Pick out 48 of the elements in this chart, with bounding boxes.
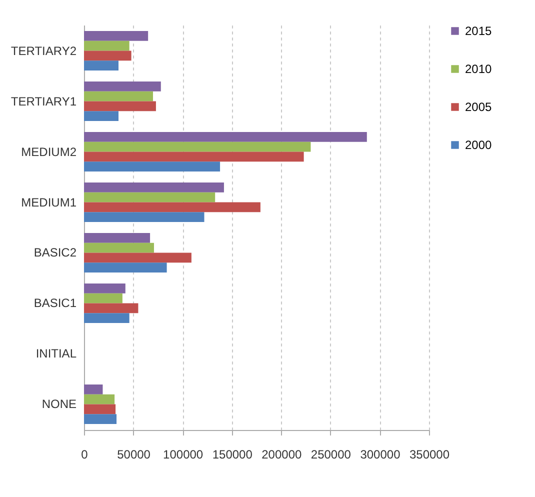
x-tick-label: 0 xyxy=(81,448,88,462)
y-tick-label: NONE xyxy=(42,397,76,412)
x-tick-label: 150000 xyxy=(212,448,253,462)
bar xyxy=(84,293,122,304)
bar xyxy=(84,262,167,272)
bar xyxy=(84,284,126,294)
bar xyxy=(84,162,220,172)
bar xyxy=(84,303,138,314)
bar xyxy=(84,111,118,121)
bar xyxy=(84,152,304,162)
legend-label: 2010 xyxy=(465,62,492,76)
x-tick-label: 300000 xyxy=(360,448,401,462)
bar xyxy=(84,142,311,152)
x-tick-label: 250000 xyxy=(310,448,352,462)
bar xyxy=(84,132,367,142)
x-tick-label: 350000 xyxy=(409,448,450,462)
bar xyxy=(84,182,224,192)
bar xyxy=(84,313,130,323)
y-tick-label: MEDIUM1 xyxy=(21,195,77,210)
bar xyxy=(84,202,260,212)
bar xyxy=(84,50,132,61)
bar xyxy=(84,91,153,102)
x-tick-label: 200000 xyxy=(262,448,302,462)
bar xyxy=(84,242,154,253)
bar xyxy=(84,82,161,92)
bar xyxy=(84,31,148,41)
bar xyxy=(84,101,156,112)
y-tick-label: BASIC2 xyxy=(34,246,77,260)
x-tick-label: 100000 xyxy=(163,448,204,462)
y-tick-label: TERTIARY2 xyxy=(10,44,77,58)
bar xyxy=(84,414,117,424)
bar xyxy=(84,233,150,243)
bar xyxy=(84,404,116,414)
bar xyxy=(84,40,130,51)
bar xyxy=(84,212,204,222)
bar xyxy=(84,252,192,263)
legend-label: 2015 xyxy=(465,24,492,38)
bar xyxy=(84,384,103,394)
bar xyxy=(84,394,115,404)
legend-label: 2000 xyxy=(465,138,492,152)
y-tick-label: MEDIUM2 xyxy=(21,144,77,159)
x-tick-label: 50000 xyxy=(117,448,151,462)
y-tick-label: TERTIARY1 xyxy=(10,94,77,108)
bar xyxy=(84,192,216,202)
y-tick-label: BASIC1 xyxy=(34,296,77,310)
bar xyxy=(84,60,118,70)
legend-label: 2005 xyxy=(465,100,492,114)
y-tick-label: INITIAL xyxy=(36,346,77,361)
